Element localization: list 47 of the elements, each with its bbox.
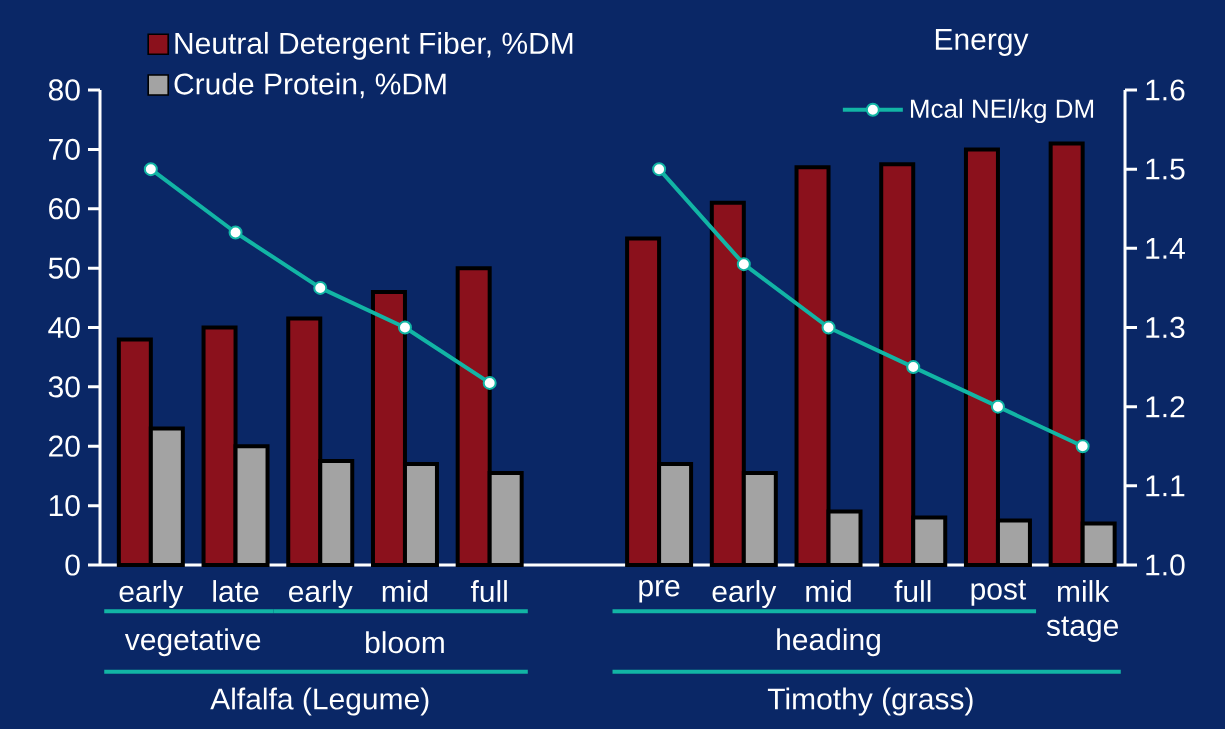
y2-tick-label: 1.5 xyxy=(1146,158,1185,180)
point xyxy=(143,162,158,177)
y2-tick-label: 1.2 xyxy=(1146,396,1185,418)
text: vegetative xyxy=(124,628,261,657)
text: Timothy (grass) xyxy=(767,687,973,716)
point xyxy=(652,162,667,177)
y-tick-label: 50 xyxy=(48,257,80,279)
point xyxy=(482,375,497,390)
legend-label: Mcal NEl/kg DM xyxy=(910,98,1094,124)
point xyxy=(821,320,836,335)
y2-tick-label: 1.0 xyxy=(1146,554,1185,576)
x-tick-label: full xyxy=(470,580,507,603)
y2-axis-title: Energy xyxy=(935,29,1029,56)
x-tick-label: post xyxy=(971,580,1027,606)
x-tick-label: early xyxy=(289,580,353,609)
y-tick-label: 20 xyxy=(49,435,80,457)
x-tick-label: milk stage xyxy=(1046,580,1118,643)
y-tick-label: 10 xyxy=(49,495,80,517)
point xyxy=(313,280,328,295)
y-tick-label: 80 xyxy=(48,79,80,101)
text: Alfalfa (Legume) xyxy=(210,687,429,716)
x-tick-label: early xyxy=(712,580,777,609)
x-tick-label: late xyxy=(213,580,259,603)
x-tick-label: early xyxy=(119,580,184,609)
y2-tick-label: 1.6 xyxy=(1146,79,1185,101)
x-tick-label: pre xyxy=(639,580,680,603)
point xyxy=(736,257,751,272)
point xyxy=(906,360,921,375)
point xyxy=(990,399,1005,414)
x-tick-label: mid xyxy=(382,580,428,603)
y-tick-label: 70 xyxy=(49,138,80,160)
y-tick-label: 30 xyxy=(48,376,80,398)
text: heading xyxy=(777,628,880,657)
point xyxy=(228,225,243,240)
y-tick-label: 40 xyxy=(48,316,80,339)
x-tick-label: full xyxy=(894,580,931,603)
y2-tick-label: 1.1 xyxy=(1146,475,1185,497)
x-tick-label: mid xyxy=(806,580,851,603)
text: bloom xyxy=(366,631,444,654)
legend-label: Neutral Detergent Fiber, %DM xyxy=(175,31,573,60)
point xyxy=(397,320,412,335)
point xyxy=(1075,439,1090,454)
y-tick-label: 60 xyxy=(49,198,80,220)
y2-tick-label: 1.3 xyxy=(1146,316,1185,339)
legend-label: Crude Protein, %DM xyxy=(174,72,446,99)
y2-tick-label: 1.4 xyxy=(1146,238,1185,259)
y-tick-label: 0 xyxy=(65,554,80,576)
